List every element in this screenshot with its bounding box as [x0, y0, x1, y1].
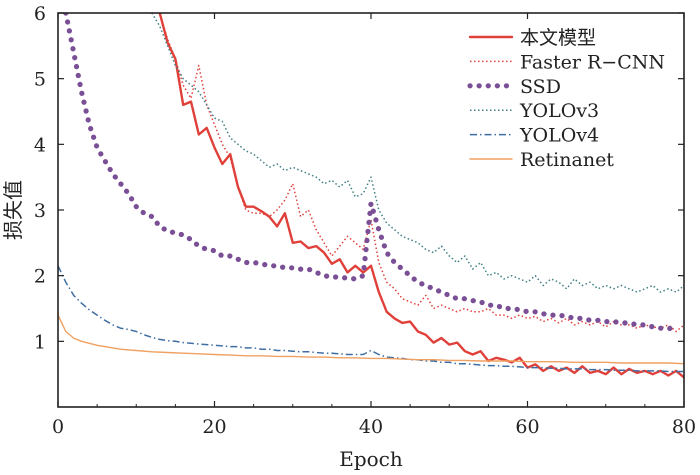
series-line-4 [151, 13, 684, 293]
x-tick-label: 80 [672, 416, 696, 438]
legend-label-5: YOLOv4 [519, 125, 599, 147]
ticks-layer: 0 20 40 60 80 1 2 3 4 5 6 [34, 3, 696, 438]
series-layer [58, 13, 684, 379]
x-tick-label: 40 [359, 416, 383, 438]
x-tick-label: 0 [52, 416, 64, 438]
y-tick-label: 5 [34, 69, 46, 91]
series-line-1 [158, 13, 684, 379]
legend-label-2: Faster R−CNN [520, 51, 665, 73]
series-line-6 [58, 314, 684, 365]
y-tick-label: 3 [34, 200, 46, 222]
legend-label-4: YOLOv3 [519, 100, 599, 122]
x-tick-label: 20 [202, 416, 226, 438]
legend-label-3: SSD [520, 76, 561, 98]
y-tick-label: 6 [34, 3, 46, 25]
x-tick-label: 60 [515, 416, 539, 438]
y-tick-label: 4 [34, 134, 46, 156]
y-axis-label: 损失值 [1, 180, 25, 240]
series-line-5 [58, 265, 684, 373]
y-tick-label: 1 [34, 331, 46, 353]
x-axis-label: Epoch [339, 447, 403, 471]
legend-label-1: 本文模型 [520, 27, 596, 49]
legend-label-6: Retinanet [520, 149, 614, 171]
y-tick-label: 2 [34, 266, 46, 288]
series-line-3 [63, 13, 679, 333]
